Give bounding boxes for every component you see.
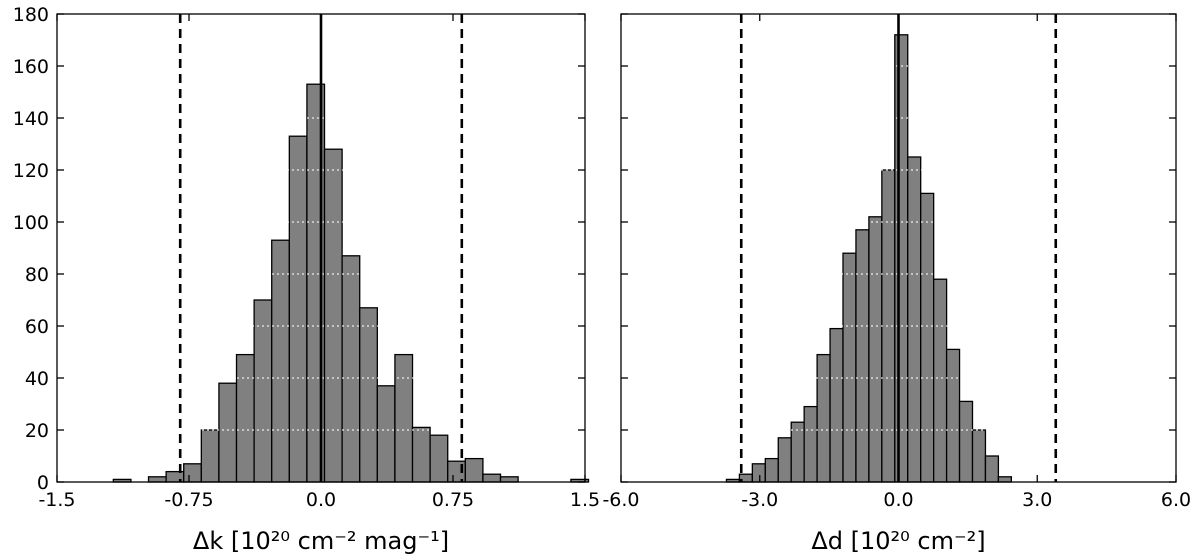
y-tick-label: 180	[13, 4, 49, 26]
histogram-bar	[945, 348, 961, 483]
histogram-bar	[218, 382, 238, 483]
y-tick-label: 120	[13, 160, 49, 182]
histogram-bar	[829, 327, 844, 483]
y-tick-label: 80	[25, 264, 49, 286]
x-tick-label: -3.0	[741, 489, 778, 511]
histogram-bar	[341, 255, 361, 483]
histogram-bar	[803, 405, 818, 483]
y-tick-label: 20	[25, 420, 49, 442]
histogram-bar	[482, 473, 502, 483]
y-tick-label: 60	[25, 316, 49, 338]
histogram-bar	[200, 429, 220, 483]
histogram-bar	[271, 239, 290, 483]
histogram-bar	[429, 434, 449, 483]
histogram-bar	[997, 476, 1013, 483]
histogram-bar	[751, 463, 766, 483]
y-tick-label: 40	[25, 368, 49, 390]
left-histogram-panel: 0 20 40 60 80 100 120 140 160 180 -1.5 -0.75 0.0 0.75…	[13, 4, 600, 555]
x-tick-label: 3.0	[1022, 489, 1052, 511]
histogram-bar	[894, 34, 909, 483]
y-tick-label: 160	[13, 56, 49, 78]
histogram-bar	[868, 216, 883, 483]
histogram-bar	[984, 455, 1000, 483]
histogram-bar	[971, 429, 987, 483]
x-tick-label: 0.75	[432, 489, 474, 511]
histogram-bar	[376, 385, 396, 483]
histogram-bar	[816, 353, 831, 483]
histogram-bar	[323, 148, 343, 483]
histogram-bar	[411, 426, 431, 483]
y-tick-label: 0	[37, 472, 49, 494]
x-axis-label: Δk [10²⁰ cm⁻² mag⁻¹]	[193, 527, 449, 555]
histogram-bar	[842, 252, 857, 483]
histogram-bar	[235, 353, 255, 483]
histogram-bar	[907, 156, 922, 483]
x-tick-label: 1.5	[570, 489, 600, 511]
histogram-bar	[920, 192, 935, 483]
histogram-bar	[394, 353, 414, 483]
histogram-bar	[777, 437, 792, 483]
x-tick-label: 6.0	[1161, 489, 1191, 511]
histogram-bar	[359, 307, 378, 483]
x-tick-label: -1.5	[38, 489, 75, 511]
histogram-bar	[958, 400, 974, 483]
histogram-bar	[855, 229, 870, 483]
y-tick-label: 100	[13, 212, 49, 234]
x-axis-label: Δd [10²⁰ cm⁻²]	[811, 527, 985, 555]
right-histogram-panel: -6.0 -3.0 0.0 3.0 6.0 Δd [10²⁰ cm⁻²]	[602, 13, 1191, 555]
x-tick-label: 0.0	[883, 489, 913, 511]
x-tick-label: -0.75	[164, 489, 213, 511]
x-tick-label: 0.0	[306, 489, 336, 511]
histogram-bar	[933, 278, 948, 483]
histogram-bar	[790, 421, 805, 483]
histogram-bar	[147, 476, 167, 483]
histogram-bar	[764, 457, 779, 483]
histogram-bar	[183, 463, 202, 483]
y-tick-label: 140	[13, 108, 49, 130]
x-tick-label: -6.0	[602, 489, 639, 511]
histogram-bar	[464, 457, 484, 483]
histogram-bar	[253, 299, 273, 483]
histogram-bar	[499, 476, 519, 483]
